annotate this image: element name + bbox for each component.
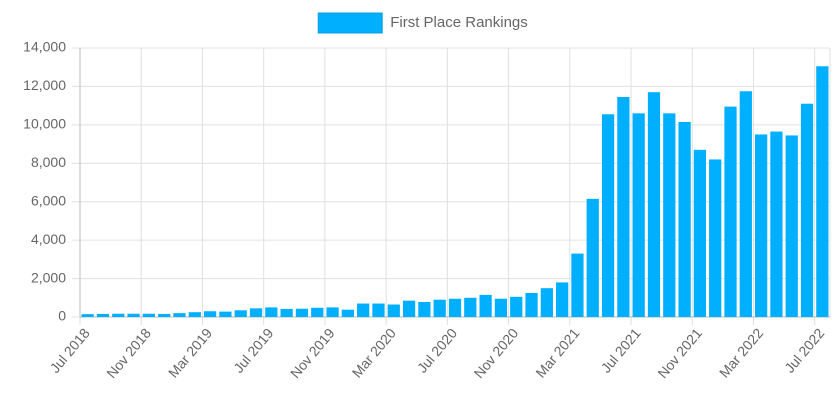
bar: [418, 302, 431, 317]
x-tick-label: Jul 2022: [781, 325, 827, 376]
bar: [632, 113, 645, 317]
y-tick-label: 14,000: [23, 39, 66, 55]
bar: [112, 313, 125, 317]
bar: [81, 314, 94, 317]
bar: [556, 282, 569, 317]
x-tick-label: Mar 2020: [349, 325, 399, 381]
bar: [357, 303, 370, 317]
bar: [586, 198, 599, 317]
bar: [265, 307, 278, 317]
y-tick-label: 0: [58, 308, 66, 324]
bar: [372, 303, 385, 317]
legend-swatch: [317, 12, 383, 34]
bar: [479, 294, 492, 317]
x-tick-label: Nov 2019: [287, 325, 338, 381]
bar: [647, 92, 661, 317]
bar: [280, 308, 293, 317]
bar: [678, 121, 691, 317]
bar: [601, 114, 615, 318]
bar: [188, 312, 201, 317]
bar: [402, 300, 416, 317]
bar: [387, 304, 400, 317]
bar: [525, 292, 538, 317]
bar: [510, 296, 523, 317]
bar: [295, 308, 309, 317]
bar: [785, 135, 798, 317]
bar: [663, 113, 676, 317]
bar: [127, 313, 140, 317]
bar: [341, 309, 354, 317]
bar: [219, 311, 232, 317]
x-tick-label: Mar 2021: [532, 325, 582, 381]
legend-label: First Place Rankings: [390, 14, 528, 31]
bar: [816, 66, 829, 317]
bar: [494, 298, 508, 317]
bar: [96, 313, 110, 317]
x-tick-label: Nov 2018: [103, 325, 154, 381]
bar: [571, 253, 584, 317]
x-tick-label: Jul 2020: [414, 325, 460, 376]
bar: [709, 159, 722, 317]
bar: [800, 103, 814, 317]
bar: [158, 313, 171, 317]
bar: [433, 299, 446, 317]
bar: [173, 313, 186, 317]
bar: [249, 308, 263, 317]
bar: [770, 131, 783, 317]
y-tick-label: 12,000: [23, 77, 66, 93]
bar: [540, 288, 553, 317]
x-tick-label: Jul 2019: [230, 325, 276, 376]
bar: [142, 313, 155, 317]
x-tick-label: Jul 2021: [598, 325, 644, 376]
y-tick-label: 4,000: [31, 231, 66, 247]
x-tick-label: Nov 2020: [471, 325, 522, 381]
y-tick-label: 2,000: [31, 269, 66, 285]
x-tick-label: Mar 2019: [165, 325, 215, 381]
bar: [755, 134, 768, 317]
bar: [448, 298, 462, 317]
bar: [724, 106, 737, 317]
bar: [739, 91, 752, 317]
x-tick-label: Nov 2021: [654, 325, 705, 381]
y-tick-label: 6,000: [31, 192, 66, 208]
x-tick-label: Mar 2022: [716, 325, 766, 381]
bar: [326, 307, 339, 317]
bar: [203, 311, 217, 317]
y-tick-label: 8,000: [31, 154, 66, 170]
bar: [464, 297, 477, 317]
y-tick-label: 10,000: [23, 116, 66, 132]
bar: [693, 149, 707, 317]
x-tick-label: Jul 2018: [47, 325, 93, 376]
legend-item[interactable]: First Place Rankings: [317, 12, 528, 34]
bar: [234, 310, 247, 317]
bar: [311, 307, 324, 317]
bar: [617, 96, 630, 317]
